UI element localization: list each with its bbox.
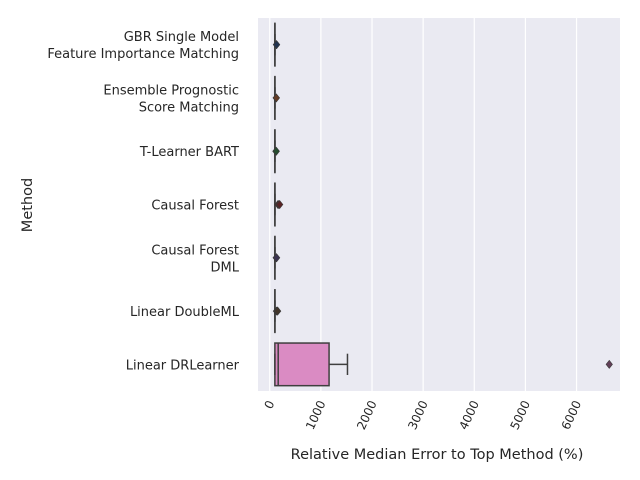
x-tick-label: 3000	[405, 398, 431, 432]
y-axis-label: Method	[20, 178, 36, 232]
outlier-point	[272, 93, 280, 103]
outlier-point	[273, 253, 281, 263]
outlier-point	[274, 306, 282, 316]
x-tick-label: 0	[262, 398, 278, 411]
x-tick-labels: 0 1000 2000 3000 4000 5000 6000	[262, 398, 585, 432]
plot-background	[258, 18, 620, 391]
boxes	[272, 22, 613, 387]
x-tick-label: 5000	[508, 398, 534, 432]
y-tick-labels: GBR Single Model Feature Importance Match…	[47, 30, 239, 373]
x-tick-label: 1000	[303, 398, 329, 432]
y-tick-label: Linear DRLearner	[126, 358, 240, 373]
y-tick-label: Causal Forest DML	[151, 243, 239, 275]
y-tick-label: Linear DoubleML	[130, 305, 240, 320]
grid-lines	[269, 18, 578, 391]
y-tick-label: T-Learner BART	[139, 145, 239, 160]
outlier-point	[276, 200, 284, 209]
outlier-point	[605, 359, 613, 369]
y-tick-label: Causal Forest	[151, 199, 239, 214]
x-tick-label: 6000	[559, 398, 585, 432]
x-axis-label: Relative Median Error to Top Method (%)	[291, 447, 584, 463]
outlier-point	[272, 146, 280, 156]
x-tick-label: 4000	[456, 398, 482, 432]
outlier-point	[273, 40, 281, 50]
x-tick-label: 2000	[354, 398, 380, 432]
box	[274, 342, 330, 387]
y-tick-label: GBR Single Model Feature Importance Match…	[47, 30, 239, 62]
y-tick-label: Ensemble Prognostic Score Matching	[103, 83, 239, 115]
